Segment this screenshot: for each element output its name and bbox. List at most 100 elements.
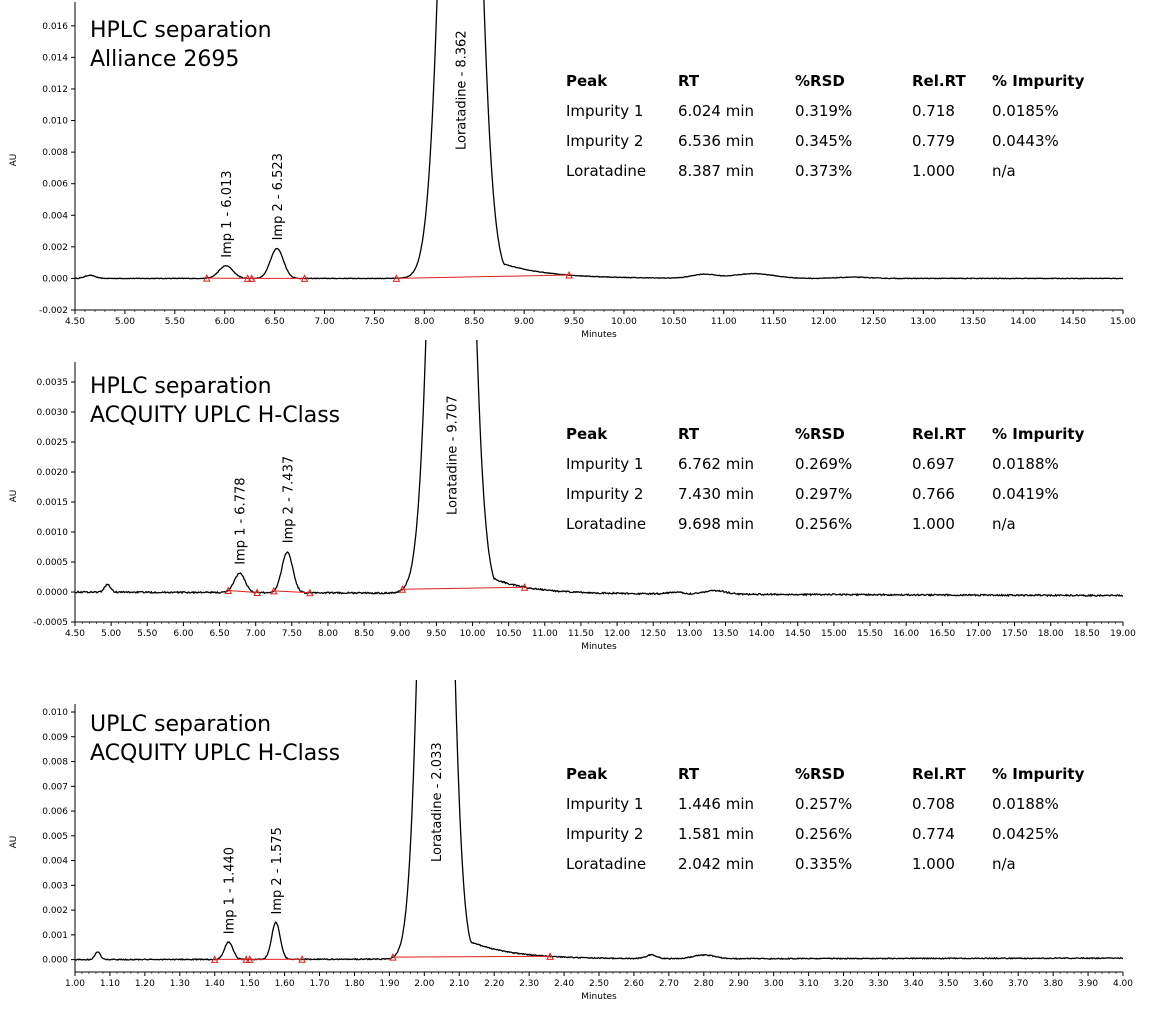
x-tick-label: 1.80	[344, 979, 364, 989]
y-axis-label: AU	[9, 836, 19, 849]
x-tick-label: 17.00	[966, 629, 992, 639]
x-tick-label: 2.60	[624, 979, 644, 989]
cell-impurity: n/a	[992, 855, 1016, 873]
x-tick-label: 8.50	[354, 629, 374, 639]
integration-marker	[306, 588, 314, 597]
x-tick-label: 11.00	[532, 629, 558, 639]
x-tick-label: 2.90	[729, 979, 749, 989]
x-tick-label: 10.50	[496, 629, 522, 639]
x-tick-label: 4.00	[1113, 979, 1133, 989]
cell-rt: 1.581 min	[678, 825, 754, 843]
x-tick-label: 7.50	[282, 629, 302, 639]
table-row: Impurity 1 6.762 min 0.269% 0.697 0.0188…	[560, 449, 1128, 479]
x-tick-label: 13.00	[910, 317, 936, 327]
x-tick-label: 16.00	[893, 629, 919, 639]
table-row: Loratadine 9.698 min 0.256% 1.000 n/a	[560, 509, 1128, 539]
x-tick-label: 15.00	[821, 629, 847, 639]
cell-impurity: 0.0419%	[992, 485, 1059, 503]
integration-marker	[269, 586, 278, 595]
cell-impurity: 0.0185%	[992, 102, 1059, 120]
cell-rsd: 0.373%	[795, 162, 853, 180]
x-tick-label: 6.00	[173, 629, 193, 639]
x-tick-label: 12.50	[861, 317, 887, 327]
cell-rel-rt: 0.774	[912, 825, 955, 843]
integration-marker	[247, 274, 256, 282]
x-tick-label: 1.20	[135, 979, 155, 989]
panel-title-line-1: UPLC separation	[90, 712, 272, 737]
header-impurity: % Impurity	[992, 425, 1085, 443]
x-tick-label: 8.50	[464, 317, 484, 327]
chromatogram-panel-alliance: 4.50 5.00 5.50 6.00 6.50 7.00 7.50 8.00 8.50 9.00…	[0, 0, 1151, 340]
integration-marker	[392, 274, 401, 282]
cell-rsd: 0.257%	[795, 795, 853, 813]
results-header-row: Peak RT %RSD Rel.RT % Impurity	[560, 419, 1128, 449]
peak-label: Imp 1 - 1.440	[223, 847, 238, 934]
integration-marker	[389, 952, 397, 961]
x-tick-label: 11.50	[761, 317, 787, 327]
x-tick-label: 4.50	[65, 317, 85, 327]
x-tick-label: 1.90	[379, 979, 399, 989]
x-tick-label: 3.50	[938, 979, 958, 989]
y-tick-label: 0.0030	[37, 408, 69, 418]
chromatogram-trace	[75, 340, 1123, 598]
chromatogram-plot: 4.50 5.00 5.50 6.00 6.50 7.00 7.50 8.00 8.50 9.00…	[9, 340, 1136, 652]
cell-rt: 2.042 min	[678, 855, 754, 873]
cell-impurity: n/a	[992, 162, 1016, 180]
x-tick-label: 1.70	[310, 979, 330, 989]
cell-peak: Loratadine	[566, 162, 647, 180]
y-tick-label: 0.0015	[37, 498, 69, 508]
header-rel-rt: Rel.RT	[912, 765, 966, 783]
x-tick-label: 1.60	[275, 979, 295, 989]
cell-peak: Loratadine	[566, 855, 647, 873]
integration-marker	[253, 588, 261, 597]
peak-label: Imp 2 - 7.437	[281, 456, 296, 543]
x-tick-label: 13.50	[713, 629, 739, 639]
cell-rel-rt: 0.697	[912, 455, 955, 473]
x-tick-label: 1.30	[170, 979, 190, 989]
integration-marker	[202, 274, 211, 282]
x-tick-label: 3.30	[868, 979, 888, 989]
cell-peak: Impurity 1	[566, 102, 644, 120]
y-tick-label: 0.0000	[37, 588, 69, 598]
x-tick-label: 17.50	[1002, 629, 1028, 639]
panel-title-line-2: ACQUITY UPLC H-Class	[90, 741, 341, 766]
x-tick-label: 8.00	[414, 317, 434, 327]
integration-marker	[210, 955, 219, 963]
x-tick-label: 1.50	[240, 979, 260, 989]
y-tick-label: 0.002	[42, 243, 68, 253]
y-tick-label: 0.010	[42, 708, 68, 718]
x-tick-label: 14.00	[749, 629, 775, 639]
table-row: Impurity 2 1.581 min 0.256% 0.774 0.0425…	[560, 819, 1128, 849]
x-tick-label: 6.50	[265, 317, 285, 327]
y-tick-label: -0.002	[39, 306, 68, 316]
cell-rel-rt: 1.000	[912, 515, 955, 533]
y-tick-label: 0.002	[42, 906, 68, 916]
x-tick-label: 9.00	[514, 317, 534, 327]
x-tick-label: 3.40	[903, 979, 923, 989]
x-axis-label: Minutes	[581, 992, 617, 1002]
cell-impurity: 0.0425%	[992, 825, 1059, 843]
integration-marker	[546, 952, 554, 960]
cell-rsd: 0.256%	[795, 825, 853, 843]
x-tick-label: 18.50	[1074, 629, 1100, 639]
panel-title-line-1: HPLC separation	[90, 374, 272, 399]
y-axis-label: AU	[9, 490, 19, 503]
x-tick-label: 5.50	[137, 629, 157, 639]
cell-rsd: 0.297%	[795, 485, 853, 503]
integration-baseline	[402, 586, 525, 590]
header-rel-rt: Rel.RT	[912, 72, 966, 90]
y-tick-label: 0.0005	[37, 558, 69, 568]
header-rsd: %RSD	[795, 765, 845, 783]
x-tick-label: 2.20	[484, 979, 504, 989]
y-tick-label: 0.005	[42, 832, 68, 842]
x-tick-label: 12.50	[640, 629, 666, 639]
integration-baseline	[273, 590, 310, 594]
panel-title-line-1: HPLC separation	[90, 18, 272, 43]
integration-marker	[298, 955, 306, 963]
x-tick-label: 2.50	[589, 979, 609, 989]
x-tick-label: 2.30	[519, 979, 539, 989]
x-tick-label: 2.70	[659, 979, 679, 989]
results-table: Peak RT %RSD Rel.RT % Impurity Impurity …	[560, 66, 1128, 186]
x-tick-label: 18.00	[1038, 629, 1064, 639]
y-tick-label: 0.003	[42, 881, 68, 891]
